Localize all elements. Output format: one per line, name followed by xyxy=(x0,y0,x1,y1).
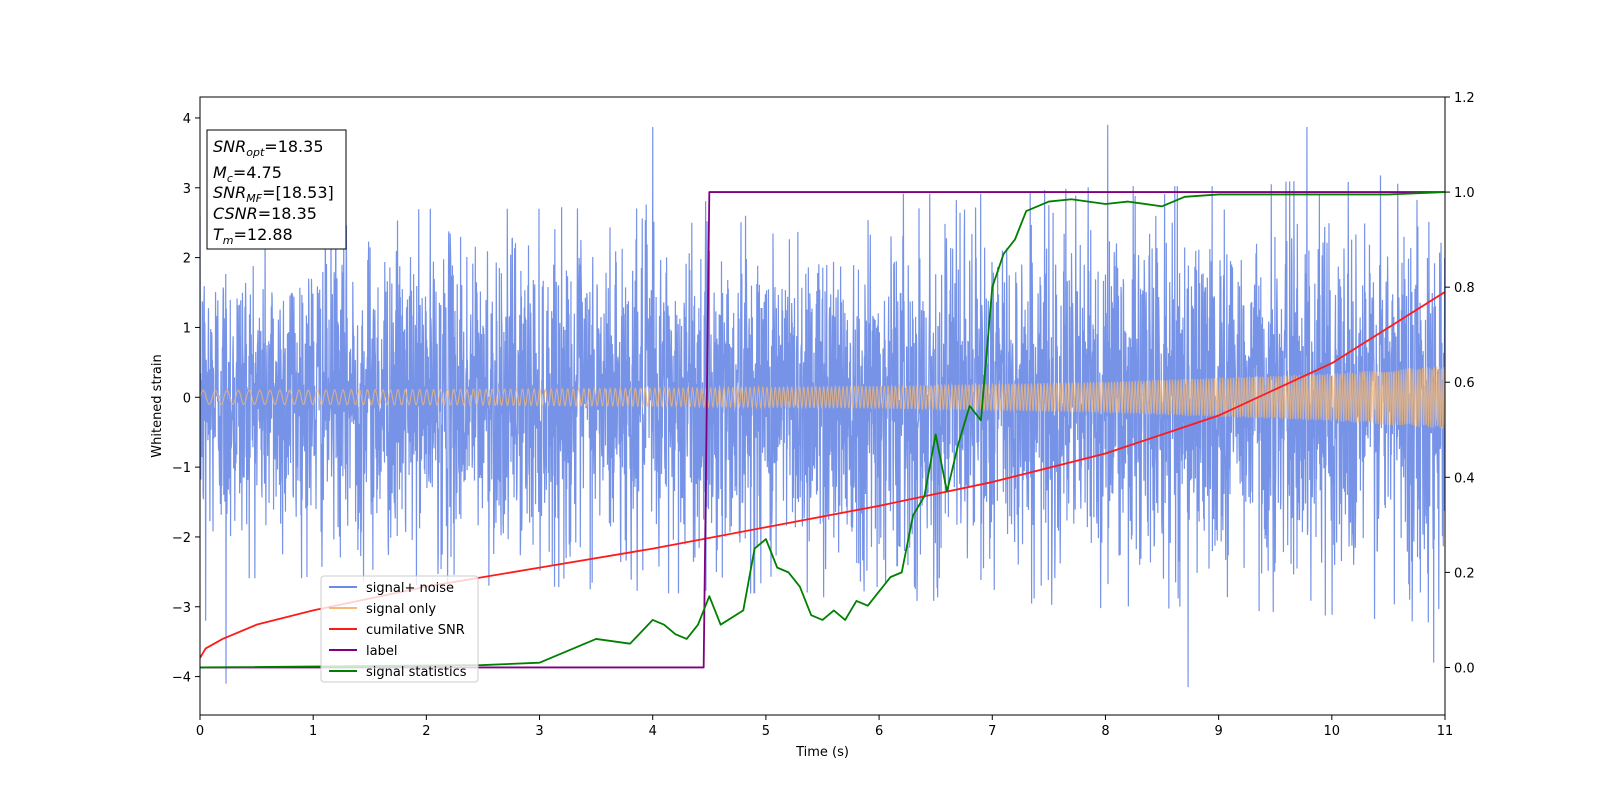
info-box-value: =18.35 xyxy=(258,204,317,223)
x-tick-label: 3 xyxy=(535,724,543,739)
y2-tick-label: 0.4 xyxy=(1454,471,1475,486)
y2-tick-label: 0.0 xyxy=(1454,661,1475,676)
y-tick-label: 4 xyxy=(183,112,191,127)
info-box-value: =4.75 xyxy=(233,163,282,182)
axes: 0 1 2 3 4 5 6 7 8 9 10 1143210−1−2−3−41.21.00.80.60… xyxy=(150,91,1475,760)
info-box-symbol: CSNR xyxy=(213,204,258,223)
plot-frame xyxy=(199,96,1446,716)
info-box-subscript: m xyxy=(223,234,234,247)
info-box-line: Tm=12.88 xyxy=(213,225,293,247)
y2-tick-label: 1.2 xyxy=(1454,91,1475,106)
y-tick-label: 0 xyxy=(183,391,191,406)
info-box-symbol: SNR xyxy=(213,183,246,202)
x-tick-label: 7 xyxy=(988,724,996,739)
y-tick-label: −1 xyxy=(172,461,191,476)
x-tick-label: 9 xyxy=(1214,724,1222,739)
y-tick-label: −3 xyxy=(172,601,191,616)
y-tick-label: 1 xyxy=(183,321,191,336)
x-tick-label: 2 xyxy=(422,724,430,739)
legend-label: signal statistics xyxy=(366,665,467,680)
y2-tick-label: 1.0 xyxy=(1454,186,1475,201)
series-cumulative-snr-line xyxy=(200,291,1445,659)
x-tick-label: 1 xyxy=(309,724,317,739)
legend-frame xyxy=(320,575,479,683)
y-tick-label: −4 xyxy=(172,671,191,686)
info-box-subscript: opt xyxy=(246,146,265,159)
info-box-subscript: MF xyxy=(246,192,262,205)
legend-label: cumilative SNR xyxy=(366,623,465,638)
series-signal-statistics-line xyxy=(200,191,1445,669)
info-box-value: =[18.53] xyxy=(262,183,334,202)
x-axis-label: Time (s) xyxy=(795,745,849,760)
legend-label: signal only xyxy=(366,602,436,617)
info-box-value: =18.35 xyxy=(264,137,323,156)
info-box-symbol: M xyxy=(213,163,227,182)
legend-label: label xyxy=(366,644,397,659)
info-box-value: =12.88 xyxy=(234,225,293,244)
info-box-line: Mc=4.75 xyxy=(213,163,282,185)
y-tick-label: 3 xyxy=(183,182,191,197)
legend: signal+ noise signal only cumilative SNR la… xyxy=(320,575,479,683)
info-box-symbol: SNR xyxy=(213,137,246,156)
y2-tick-label: 0.8 xyxy=(1454,281,1475,296)
x-tick-label: 6 xyxy=(875,724,883,739)
y-tick-label: −2 xyxy=(172,531,191,546)
series-signal-only-line xyxy=(200,366,1445,429)
y-tick-label: 2 xyxy=(183,252,191,267)
info-box: SNRopt=18.35Mc=4.75SNRMF=[18.53]CSNR=18.… xyxy=(206,129,347,250)
info-box-frame xyxy=(206,129,347,250)
y2-tick-label: 0.2 xyxy=(1454,566,1475,581)
x-tick-label: 5 xyxy=(762,724,770,739)
info-box-line: CSNR=18.35 xyxy=(213,204,317,223)
x-tick-label: 10 xyxy=(1324,724,1341,739)
x-tick-label: 0 xyxy=(196,724,204,739)
info-box-subscript: c xyxy=(227,172,233,185)
y2-tick-label: 0.6 xyxy=(1454,376,1475,391)
x-tick-label: 8 xyxy=(1101,724,1109,739)
info-box-symbol: T xyxy=(213,225,224,244)
info-box-line: SNRopt=18.35 xyxy=(213,137,324,159)
x-tick-label: 4 xyxy=(649,724,657,739)
legend-label: signal+ noise xyxy=(366,581,454,596)
info-box-line: SNRMF=[18.53] xyxy=(213,183,334,205)
x-tick-label: 11 xyxy=(1437,724,1454,739)
y-axis-label: Whitened strain xyxy=(150,354,165,457)
